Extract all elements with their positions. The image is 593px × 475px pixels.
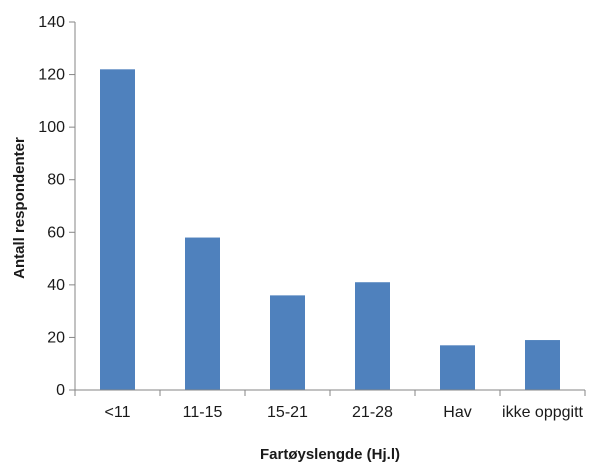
- bar-15-21: [270, 295, 305, 390]
- bar-Hav: [440, 345, 475, 390]
- bar-ikke oppgitt: [525, 340, 560, 390]
- x-tick-label: 21-28: [352, 404, 393, 421]
- y-tick-label: 140: [38, 14, 65, 31]
- y-tick-label: 100: [38, 119, 65, 136]
- x-tick-label: Hav: [443, 404, 471, 421]
- x-tick-label: 15-21: [267, 404, 308, 421]
- bar-21-28: [355, 282, 390, 390]
- x-tick-label: 11-15: [183, 404, 223, 421]
- x-tick-label: <11: [105, 404, 131, 421]
- y-tick-label: 40: [47, 277, 65, 294]
- y-tick-label: 60: [47, 224, 65, 241]
- y-tick-label: 20: [47, 329, 65, 346]
- y-tick-label: 80: [47, 172, 65, 189]
- x-axis-title: Fartøyslengde (Hj.l): [260, 446, 400, 463]
- bars: [100, 69, 560, 391]
- x-axis-ticks: <11 11-15 15-21 21-28 Hav ikke oppgitt: [74, 390, 586, 421]
- y-axis-title: Antall respondenter: [11, 137, 28, 279]
- y-tick-label: 0: [56, 382, 65, 399]
- x-tick-label: ikke oppgitt: [502, 404, 583, 421]
- bar-11-15: [185, 237, 220, 390]
- y-axis-ticks: 0 20 40 60 80 100 120 140: [38, 14, 75, 399]
- bar-<11: [100, 69, 135, 391]
- y-tick-label: 120: [38, 67, 65, 84]
